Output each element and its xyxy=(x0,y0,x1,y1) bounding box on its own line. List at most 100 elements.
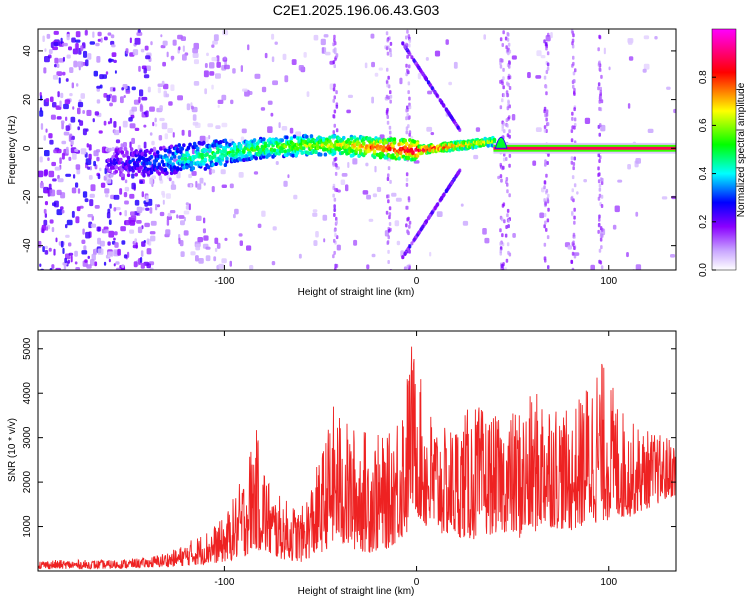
heatmap-cell xyxy=(144,45,149,51)
heatmap-cell xyxy=(68,156,72,161)
heatmap-cell xyxy=(171,151,175,156)
heatmap-cell xyxy=(387,173,390,178)
heatmap-cell xyxy=(129,229,135,234)
heatmap-cell xyxy=(110,40,115,46)
colorbar: 0.0 0.2 0.4 0.6 0.8 Normalized spectral ampl… xyxy=(698,28,747,277)
heatmap-cell xyxy=(54,57,59,64)
heatmap-cell xyxy=(73,60,78,68)
heatmap-cell xyxy=(289,127,294,134)
heatmap-cell xyxy=(128,117,133,122)
heatmap-cell xyxy=(60,240,64,248)
heatmap-cell xyxy=(97,38,101,42)
heatmap-cell xyxy=(177,155,181,160)
heatmap-cell xyxy=(406,113,409,117)
heatmap-cell xyxy=(544,201,547,206)
heatmap-cell xyxy=(145,55,151,60)
heatmap-cell xyxy=(546,62,550,67)
heatmap-cell xyxy=(408,52,412,57)
heatmap-cell xyxy=(313,34,319,41)
heatmap-cell xyxy=(126,155,131,160)
heatmap-cell xyxy=(61,122,64,130)
heatmap-cell xyxy=(368,136,372,141)
heatmap-cell xyxy=(508,129,511,134)
heatmap-cell xyxy=(333,238,336,243)
heatmap-cell xyxy=(111,147,115,151)
heatmap-cell xyxy=(502,30,505,35)
heatmap-cell xyxy=(333,250,336,255)
heatmap-cell xyxy=(108,258,111,263)
heatmap-cell xyxy=(543,242,547,247)
heatmap-cell xyxy=(129,220,136,226)
heatmap-cell xyxy=(365,162,369,167)
heatmap-cell xyxy=(387,166,391,171)
heatmap-cell xyxy=(123,192,128,198)
heatmap-cell xyxy=(456,125,460,130)
heatmap-cell xyxy=(406,68,409,73)
heatmap-band-inner xyxy=(493,146,676,150)
heatmap-cell xyxy=(176,166,180,171)
heatmap-cell xyxy=(111,95,117,103)
heatmap-cell xyxy=(572,71,576,76)
heatmap-cell xyxy=(188,130,192,137)
heatmap-cell xyxy=(172,39,177,46)
heatmap-cell xyxy=(107,121,111,125)
heatmap-cell xyxy=(141,207,145,211)
heatmap-cell xyxy=(63,131,70,136)
heatmap-cell xyxy=(149,154,154,159)
spectrogram-panel: -100 0 100 -40 -20 0 20 40 Height of straight l… xyxy=(7,28,677,298)
heatmap-cell xyxy=(180,251,185,257)
heatmap-cell xyxy=(505,180,508,185)
heatmap-cell xyxy=(504,267,507,270)
colorbar-gradient xyxy=(711,28,737,271)
heatmap-cell xyxy=(405,130,408,135)
heatmap-cell xyxy=(364,62,368,69)
heatmap-hump xyxy=(494,136,508,149)
heatmap-cell xyxy=(599,237,603,242)
heatmap-cell xyxy=(406,230,410,235)
heatmap-cell xyxy=(506,189,509,194)
heatmap-cell xyxy=(421,224,425,229)
heatmap-cell xyxy=(505,258,509,263)
heatmap-cell xyxy=(387,199,390,204)
heatmap-cell xyxy=(103,120,107,126)
heatmap-cell xyxy=(312,209,318,213)
heatmap-cell xyxy=(504,233,508,238)
heatmap-cell xyxy=(334,156,338,161)
heatmap-cell xyxy=(511,114,516,121)
heatmap-cell xyxy=(103,261,107,266)
heatmap-cell xyxy=(119,147,123,151)
heatmap-cell xyxy=(501,203,505,208)
heatmap-cell xyxy=(106,158,111,163)
heatmap-cell xyxy=(45,98,50,103)
heatmap-cell xyxy=(143,74,150,79)
heatmap-cell xyxy=(149,267,154,270)
heatmap-cell xyxy=(221,184,227,188)
heatmap-cell xyxy=(45,245,48,250)
heatmap-cell xyxy=(448,81,452,86)
heatmap-cell xyxy=(85,128,89,132)
heatmap-cell xyxy=(260,107,266,111)
heatmap-cell xyxy=(335,163,338,168)
heatmap-cell xyxy=(295,150,300,155)
heatmap-cell xyxy=(571,175,575,180)
heatmap-cell xyxy=(108,147,112,152)
heatmap-cell xyxy=(571,251,575,256)
heatmap-cell xyxy=(53,30,59,35)
heatmap-cell xyxy=(475,127,481,132)
heatmap-cell xyxy=(345,184,349,192)
heatmap-cell xyxy=(77,101,84,108)
heatmap-cell xyxy=(170,55,175,60)
heatmap-cell xyxy=(334,187,337,192)
heatmap-cell xyxy=(77,61,84,68)
heatmap-cell xyxy=(408,244,412,249)
heatmap-cell xyxy=(492,137,497,142)
heatmap-cell xyxy=(342,135,346,140)
heatmap-cell xyxy=(223,163,228,167)
heatmap-cell xyxy=(332,254,335,259)
y-tick-label: -40 xyxy=(22,238,33,253)
heatmap-cell xyxy=(97,31,102,37)
heatmap-cell xyxy=(145,148,149,153)
heatmap-cell xyxy=(408,220,412,225)
heatmap-cell xyxy=(598,99,601,104)
heatmap-cell xyxy=(198,258,204,264)
